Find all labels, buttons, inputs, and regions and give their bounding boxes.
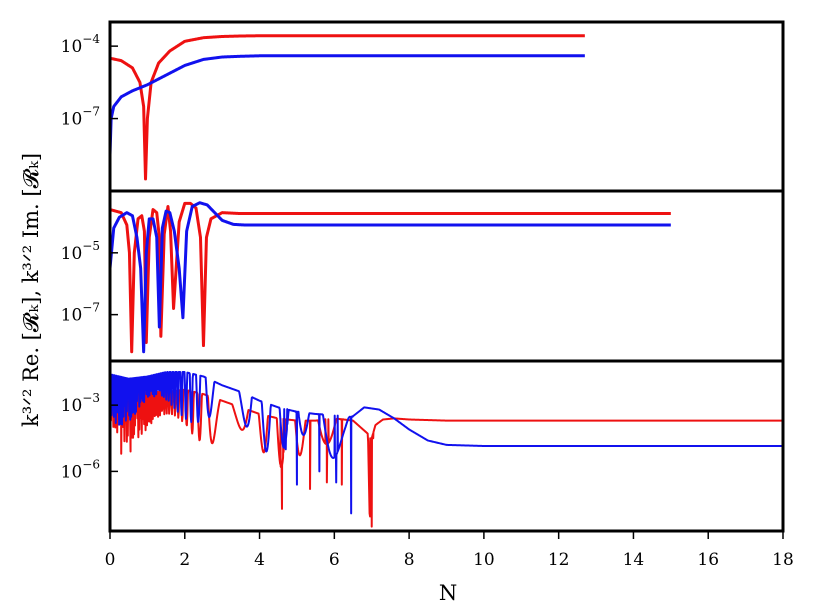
panel-bottom: 10−310−6 (61, 359, 785, 533)
y-tick-label: 10−7 (61, 301, 100, 326)
x-tick-label: 4 (254, 550, 265, 570)
y-tick-exp: −4 (82, 32, 100, 46)
y-tick-exp: −6 (82, 457, 100, 471)
series-line-red (110, 201, 672, 354)
y-tick-label: 10−4 (61, 32, 101, 57)
panel-frame (108, 20, 785, 193)
y-tick-label: 10−7 (61, 105, 100, 130)
y-tick-base: 10 (61, 244, 83, 264)
y-tick-base: 10 (61, 37, 83, 57)
y-tick-exp: −7 (82, 301, 100, 315)
y-tick-exp: −3 (82, 391, 100, 405)
y-tick-base: 10 (61, 396, 83, 416)
series-line-red (110, 387, 783, 528)
panel-top: 10−410−7 (61, 20, 785, 193)
x-tick-label: 0 (105, 550, 116, 570)
series-line-blue (110, 371, 783, 515)
x-axis-label: N (439, 581, 457, 605)
panel-middle: 10−510−7 (61, 189, 785, 363)
y-tick-label: 10−5 (61, 239, 100, 264)
y-tick-base: 10 (61, 110, 83, 130)
x-tick-label: 12 (548, 550, 570, 570)
x-tick-label: 18 (772, 550, 794, 570)
y-tick-label: 10−3 (61, 391, 100, 416)
x-tick-label: 14 (623, 550, 645, 570)
x-tick-label: 8 (404, 550, 415, 570)
series-line-red (110, 34, 586, 181)
panel-frame (108, 359, 785, 533)
y-tick-base: 10 (61, 306, 83, 326)
y-tick-base: 10 (61, 462, 83, 482)
x-tick-label: 16 (697, 550, 719, 570)
y-tick-exp: −7 (82, 105, 100, 119)
panel-frame (108, 189, 785, 363)
x-tick-label: 10 (473, 550, 495, 570)
series-line-blue (110, 54, 586, 155)
y-tick-exp: −5 (82, 239, 100, 253)
x-tick-label: 6 (329, 550, 340, 570)
panels: 10−410−710−510−710−310−6 (61, 20, 785, 533)
series-line-blue (110, 201, 672, 354)
x-axis: 0 2 4 6 8 10 12 14 16 18 (105, 531, 794, 570)
y-tick-label: 10−6 (61, 457, 100, 482)
x-tick-label: 2 (179, 550, 190, 570)
y-axis-label: k³ᐟ² Re. [𝓡ₖ], k³ᐟ² Im. [𝓡ₖ] (19, 153, 43, 427)
